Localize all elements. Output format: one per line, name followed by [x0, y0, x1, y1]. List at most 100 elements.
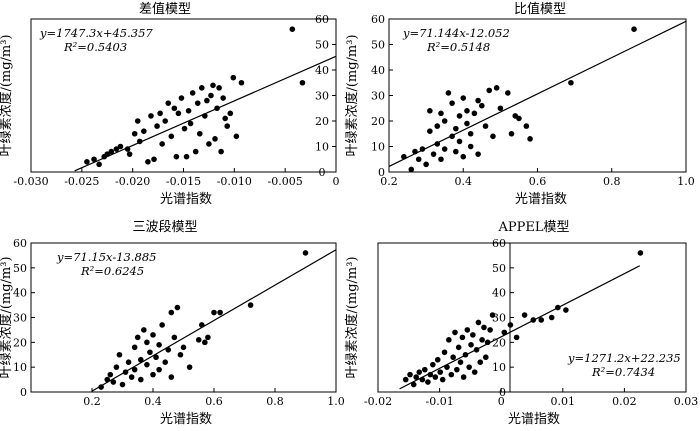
chart-panel-3: 三波段模型 0.2 0.4 0.6 0.8 1.0 光谱指数 0 10 20 30 40 50 60 叶绿素…	[0, 220, 345, 427]
data-point	[464, 120, 470, 127]
data-point	[110, 379, 117, 385]
data-point	[183, 153, 190, 160]
data-point	[479, 102, 485, 109]
y-tick-label: 10	[315, 141, 329, 154]
data-point	[174, 304, 181, 311]
data-point	[227, 110, 234, 117]
data-point	[422, 366, 428, 373]
data-point	[631, 26, 637, 32]
x-tick-label: 1.0	[677, 175, 695, 188]
x-tick-label: -0.015	[166, 175, 201, 188]
data-point	[162, 118, 168, 124]
data-point	[222, 115, 228, 122]
data-point	[530, 317, 537, 323]
r-squared-label: R²=0.5403	[63, 40, 127, 54]
data-point	[452, 329, 458, 336]
x-tick-label: -0.005	[268, 175, 303, 188]
chart-title: 比值模型	[514, 1, 566, 17]
data-point	[156, 342, 162, 348]
data-point	[455, 344, 462, 351]
chart-panel-1: 差值模型 -0.030 -0.025 -0.020 -0.015 -0.010 -0.005…	[0, 1, 340, 207]
data-point	[214, 105, 220, 112]
data-point	[119, 381, 126, 388]
data-point	[217, 309, 223, 316]
data-point	[460, 153, 467, 160]
x-tick-label: 0.01	[551, 395, 576, 408]
data-point	[484, 339, 491, 346]
data-point	[471, 110, 478, 117]
data-point	[555, 304, 561, 311]
data-point	[446, 337, 452, 343]
x-tick-label: 0.8	[603, 175, 621, 188]
r-squared-label: R²=0.6245	[80, 264, 144, 278]
regression-line	[399, 265, 641, 390]
x-tick-label: 1.0	[327, 395, 345, 408]
data-point	[116, 351, 123, 358]
data-point	[220, 95, 226, 101]
y-tick-label: 50	[13, 262, 27, 275]
x-tick-label: 0.03	[674, 395, 699, 408]
data-point	[195, 337, 202, 343]
data-point	[208, 92, 214, 99]
data-point	[138, 376, 144, 383]
data-point	[165, 100, 172, 106]
data-point	[460, 95, 467, 101]
data-point	[205, 334, 211, 341]
data-point	[527, 136, 533, 142]
data-point	[156, 366, 162, 373]
x-tick-label: 0.2	[380, 175, 398, 188]
x-tick-label: -0.030	[13, 175, 48, 188]
data-point	[482, 123, 489, 129]
data-point	[175, 110, 182, 117]
data-point	[104, 151, 111, 157]
data-point	[462, 351, 469, 358]
data-point	[401, 153, 407, 160]
data-point	[425, 379, 431, 385]
data-point	[210, 82, 216, 89]
data-point	[108, 148, 115, 155]
y-axis-label: 叶绿素浓度/(mg/m³)	[344, 34, 360, 156]
data-point	[126, 151, 133, 157]
data-point	[470, 332, 476, 338]
data-point	[505, 90, 511, 96]
data-point	[516, 115, 522, 122]
chart-panel-2: 比值模型 0.2 0.4 0.6 0.8 1.0 光谱指数 0 10 20 30 40 50 60 叶绿素浓…	[344, 1, 695, 207]
data-point	[202, 339, 208, 346]
y-axis-label: 叶绿素浓度/(mg/m³)	[0, 34, 14, 156]
data-point	[136, 138, 143, 145]
data-point	[196, 130, 203, 137]
data-point	[423, 161, 429, 168]
data-point	[181, 125, 188, 132]
regression-equation: y=1747.3x+45.357	[39, 26, 153, 40]
data-point	[230, 74, 237, 81]
data-point	[479, 337, 485, 343]
data-point	[521, 312, 528, 318]
data-point	[441, 349, 448, 356]
x-tick-label: 0.8	[266, 395, 284, 408]
data-point	[438, 110, 444, 117]
data-point	[497, 105, 504, 112]
data-point	[148, 113, 154, 119]
data-point	[475, 319, 482, 326]
data-point	[218, 148, 224, 155]
plot-frame	[30, 242, 337, 393]
data-point	[144, 361, 150, 368]
data-point	[507, 322, 514, 328]
data-point	[187, 120, 194, 127]
data-point	[168, 133, 175, 140]
y-tick-label: 30	[492, 312, 506, 325]
x-tick-label: -0.02	[364, 395, 392, 408]
data-point	[473, 346, 480, 353]
data-point	[216, 85, 222, 91]
data-point	[413, 374, 419, 380]
data-point	[427, 128, 433, 134]
x-tick-label: 0.6	[205, 395, 223, 408]
data-point	[453, 148, 459, 155]
data-point	[178, 95, 185, 101]
data-point	[427, 108, 433, 114]
data-point	[141, 327, 147, 333]
data-point	[145, 159, 151, 165]
data-point	[637, 250, 644, 256]
chart-title: APPEL模型	[497, 220, 569, 235]
